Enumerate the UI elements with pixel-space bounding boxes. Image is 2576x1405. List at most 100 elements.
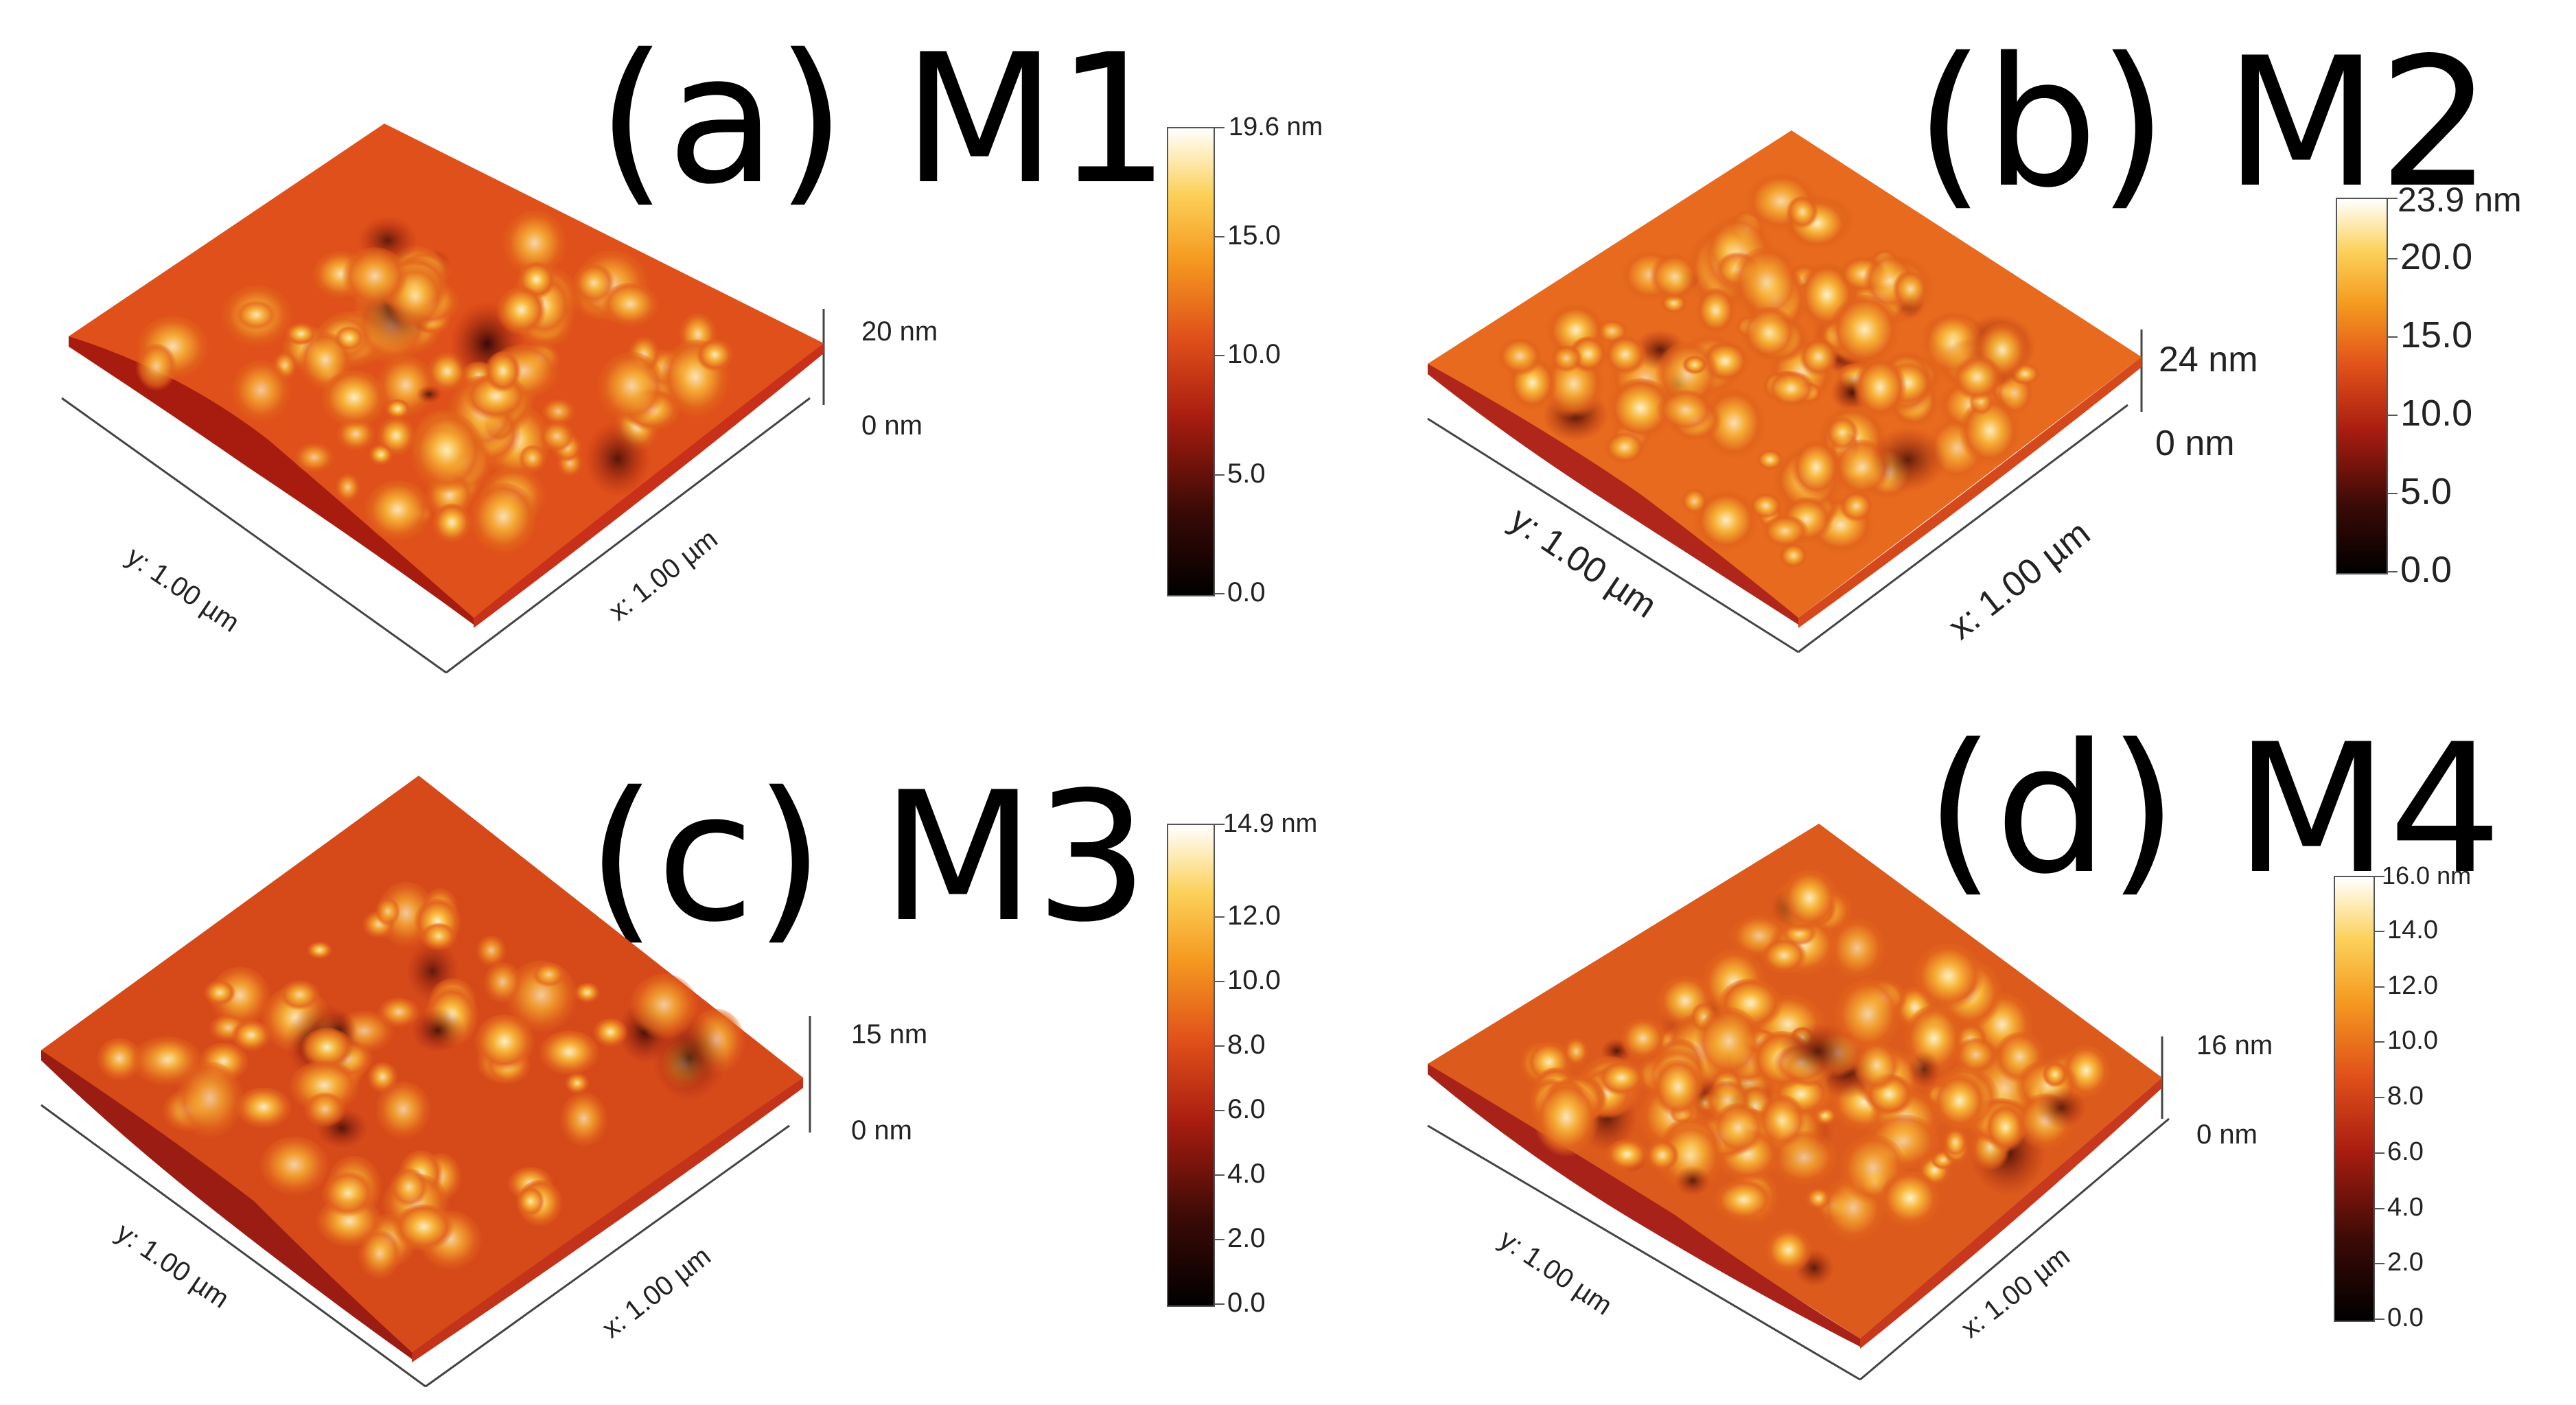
panel-b: (b) M2 24 nm 0 nm y: 1.00 µm x: 1.00 µm …	[1345, 0, 2576, 686]
scale-tick-label: 0.0	[1227, 1288, 1266, 1318]
scale-tick	[1214, 127, 1225, 128]
surface-peak	[539, 421, 575, 454]
surface-peak	[2041, 1062, 2069, 1089]
surface-peak	[1680, 488, 1708, 517]
surface-peak	[1790, 440, 1842, 500]
surface-peak	[559, 1092, 609, 1150]
surface-peak	[96, 1038, 143, 1084]
surface-peak	[432, 503, 472, 546]
scale-tick	[2387, 414, 2398, 416]
scale-max-label: 16.0 nm	[2382, 861, 2472, 890]
surface-peak	[1766, 371, 1816, 410]
afm-surface-3d	[61, 124, 825, 674]
surface-peak	[1953, 1038, 1999, 1076]
scale-tick-label: 4.0	[2387, 1192, 2424, 1222]
scale-tick-label: 10.0	[1227, 965, 1281, 996]
surface-peak	[203, 980, 236, 1008]
scale-max-label: 14.9 nm	[1223, 809, 1318, 838]
surface-peak	[1764, 1229, 1813, 1276]
surface-pit	[1907, 1051, 1941, 1089]
scale-tick	[2374, 986, 2384, 988]
surface-peak	[1533, 1082, 1600, 1161]
surface-peak	[1958, 397, 2021, 471]
axis-lines	[1427, 329, 2143, 653]
surface-peak	[1853, 1041, 1901, 1095]
scale-tick-label: 10.0	[2387, 1026, 2438, 1056]
z-top-label: 15 nm	[851, 1019, 928, 1049]
surface-peak	[258, 1136, 330, 1199]
surface-peak	[230, 360, 292, 427]
surface-peak	[1645, 1140, 1680, 1174]
surface-peak	[468, 483, 539, 559]
surface-peak	[1711, 1103, 1766, 1158]
z-bottom-label: 0 nm	[2155, 423, 2235, 463]
scale-tick-label: 8.0	[1227, 1030, 1266, 1060]
surface-peak	[135, 343, 178, 394]
scale-tick	[2374, 1097, 2384, 1098]
surface-peak	[540, 399, 577, 427]
surface-peak	[341, 247, 408, 312]
surface-peak	[515, 1187, 545, 1219]
surface-peak	[409, 412, 486, 498]
surface-peak	[1892, 270, 1929, 312]
scale-tick-label: 10.0	[1227, 339, 1281, 370]
surface-peak	[501, 210, 568, 282]
surface-peak	[592, 1018, 628, 1049]
scale-tick-label: 15.0	[2400, 314, 2473, 356]
surface-peak	[538, 1030, 601, 1078]
surface-peak	[1853, 358, 1907, 423]
panel-title: (c) M3	[587, 754, 1149, 962]
scale-tick	[1214, 1174, 1225, 1176]
scale-max-label: 23.9 nm	[2398, 181, 2522, 219]
surface-peak	[1878, 1171, 1942, 1231]
height-features	[1519, 869, 2111, 1287]
surface-peak	[389, 1168, 429, 1210]
z-bottom-label: 0 nm	[851, 1115, 912, 1146]
height-features	[1496, 173, 2041, 570]
surface-peak	[235, 1087, 292, 1131]
surface-pit	[410, 1008, 465, 1053]
surface-peak	[1931, 1074, 1988, 1133]
surface-peak	[596, 351, 667, 428]
surface-pit	[1870, 427, 1947, 492]
scale-tick	[2387, 492, 2398, 494]
surface-peak	[130, 1036, 204, 1089]
panel-title: (d) M4	[1925, 706, 2503, 914]
scale-max-label: 19.6 nm	[1229, 113, 1323, 141]
surface-peak	[1919, 313, 1985, 381]
surface-peak	[1603, 336, 1647, 378]
scale-tick-label: 5.0	[2400, 471, 2452, 513]
height-features	[135, 210, 734, 559]
scale-tick	[1214, 474, 1225, 476]
surface-peak	[368, 444, 394, 467]
surface-peak	[1693, 491, 1760, 557]
surface-peak	[1651, 1059, 1704, 1121]
surface-peak	[293, 443, 335, 475]
scale-tick	[2374, 876, 2384, 877]
scale-tick	[1214, 593, 1225, 594]
surface-peak	[1606, 378, 1675, 444]
axis-lines	[40, 1016, 811, 1388]
surface-peak	[1603, 432, 1647, 466]
afm-surface-3d	[1427, 824, 2170, 1381]
scale-tick	[2374, 1319, 2384, 1320]
surface-peak	[367, 1062, 398, 1095]
surface-peak	[1496, 338, 1544, 379]
surface-peak	[601, 282, 660, 330]
panel-c: (c) M3 15 nm 0 nm y: 1.00 µm x: 1.00 µm …	[0, 686, 1345, 1405]
scale-tick	[2387, 571, 2398, 572]
surface-peak	[1827, 918, 1888, 984]
surface-peak	[1757, 1094, 1807, 1152]
surface-peak	[175, 1061, 244, 1143]
surface-pit	[1674, 1165, 1711, 1196]
surface-peak	[1731, 246, 1802, 325]
surface-peak	[284, 323, 318, 347]
surface-peak	[695, 339, 734, 374]
surface-peak	[363, 480, 432, 546]
surface-peak	[518, 445, 547, 474]
scale-tick-label: 4.0	[1227, 1159, 1266, 1189]
scale-tick	[1214, 824, 1225, 825]
surface-peak	[1713, 1179, 1774, 1224]
scale-tick	[1214, 235, 1225, 237]
surface-peak	[393, 1204, 455, 1254]
